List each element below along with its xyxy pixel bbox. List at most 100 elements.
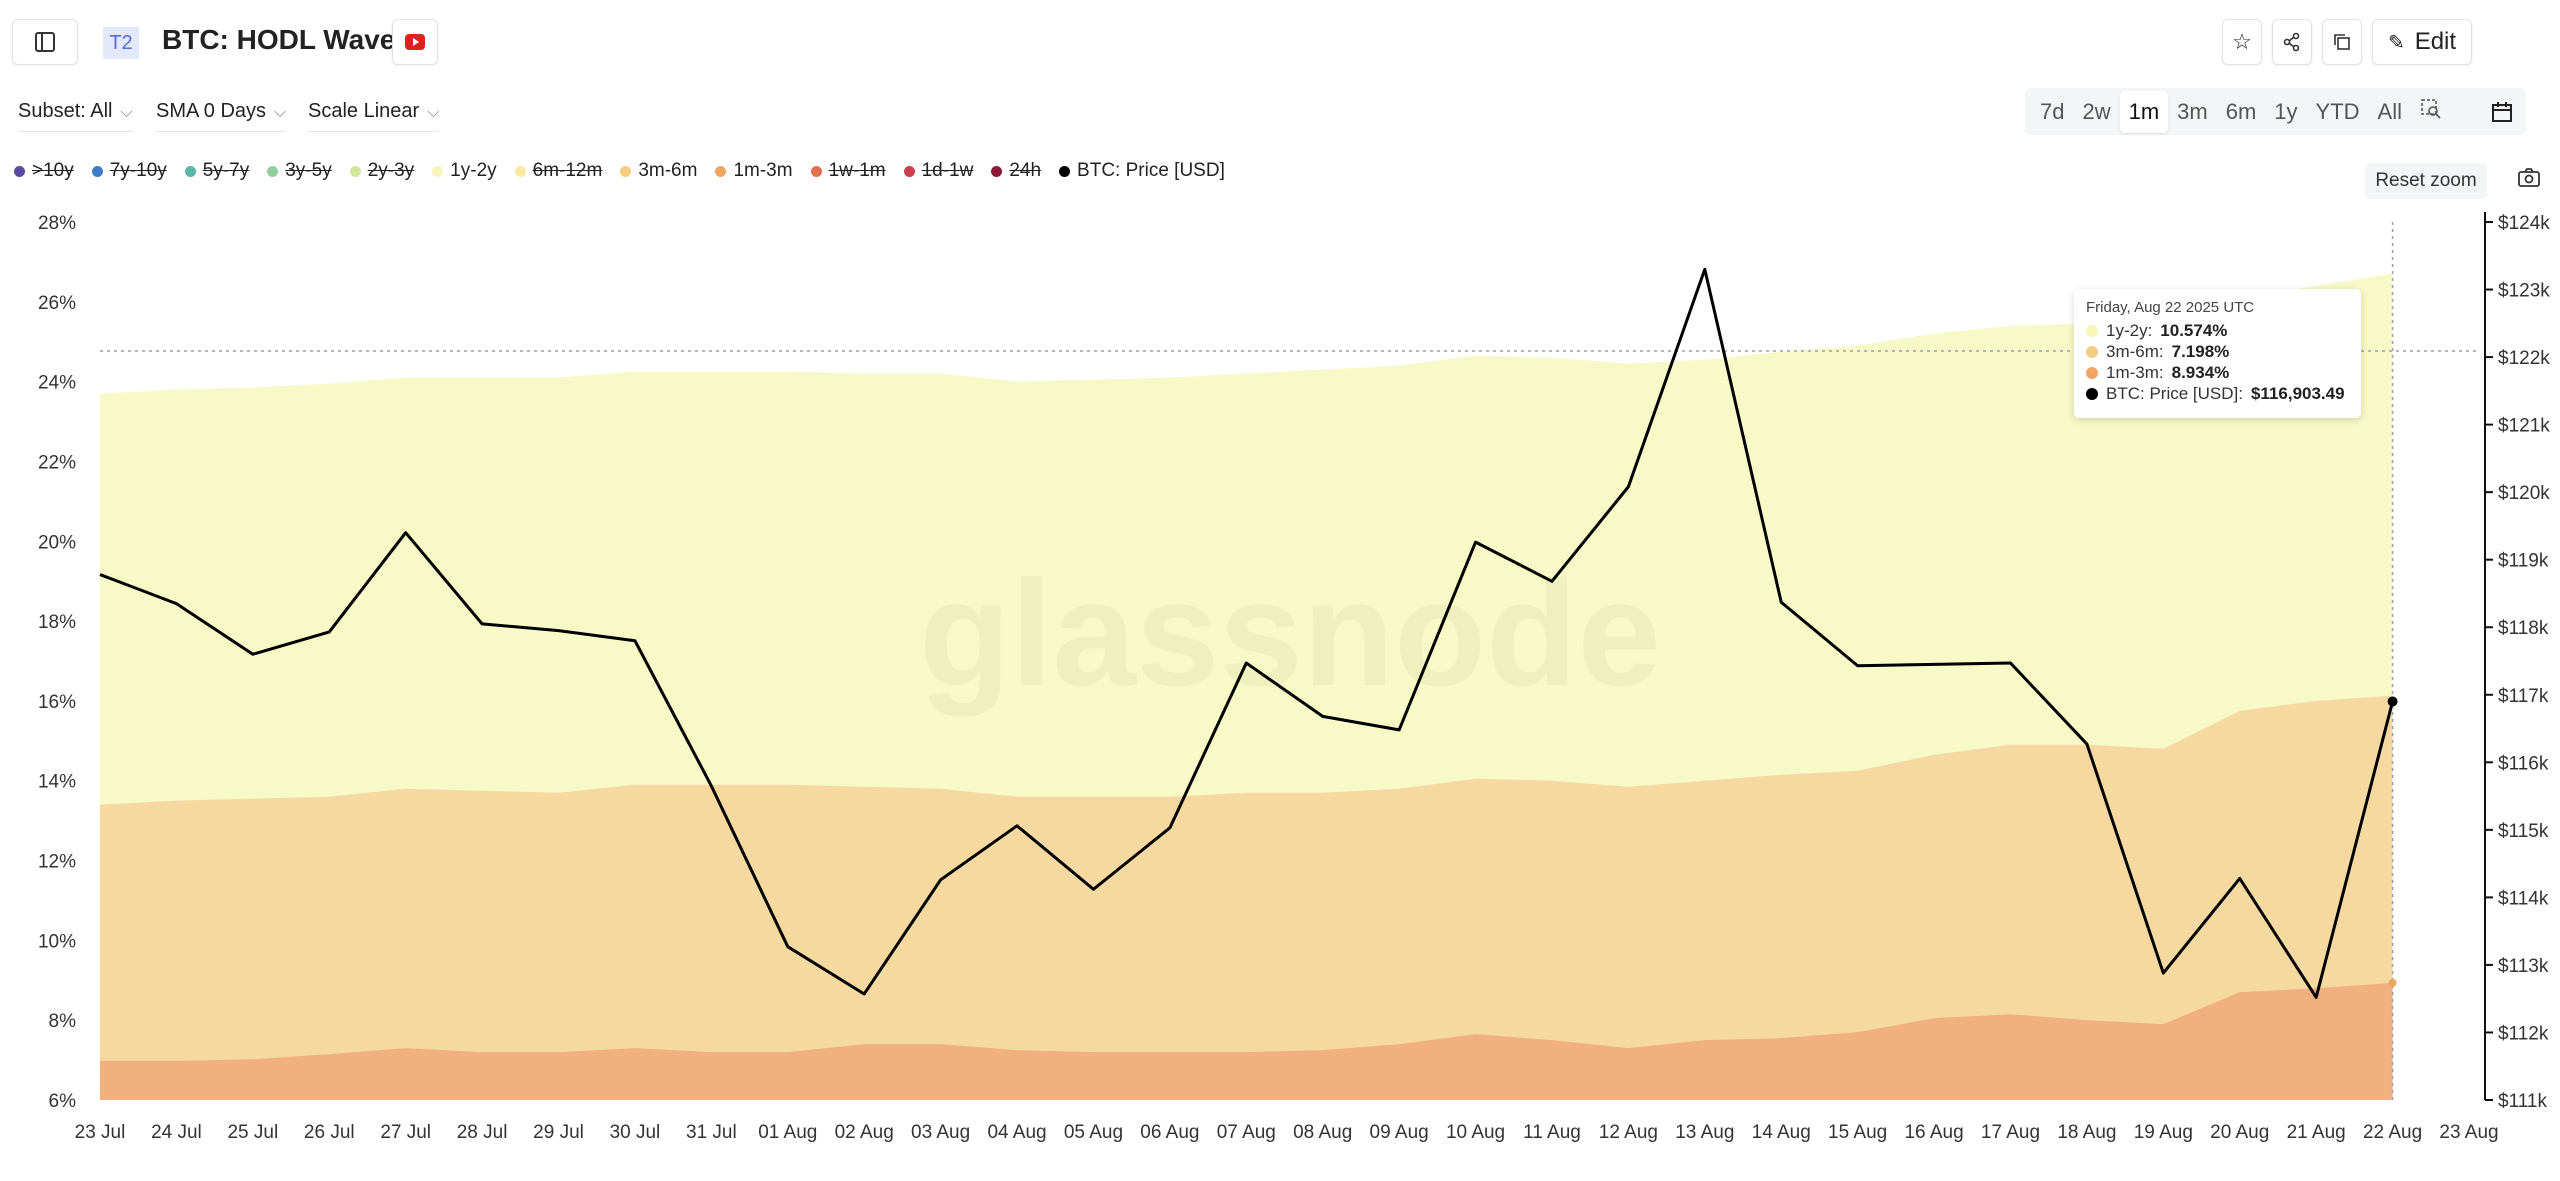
y-tick-right: $122k (2498, 348, 2550, 369)
screenshot-button[interactable] (2518, 168, 2540, 193)
legend-dot-icon (810, 165, 822, 177)
legend-item[interactable]: BTC: Price [USD] (1059, 160, 1225, 182)
legend-label: 3m-6m (638, 160, 698, 181)
series-dot-icon (2086, 324, 2098, 337)
x-tick: 05 Aug (1064, 1122, 1123, 1143)
legend-dot-icon (715, 165, 727, 177)
tooltip-value: 10.574% (2160, 321, 2228, 340)
tooltip-value: $116,903.49 (2250, 384, 2345, 403)
x-tick: 15 Aug (1828, 1122, 1887, 1143)
sma-dropdown[interactable]: SMA 0 Days ⌵ (156, 100, 287, 132)
y-tick-right: $121k (2498, 416, 2550, 437)
range-3m[interactable]: 3m (2177, 98, 2208, 124)
chart-tooltip: Friday, Aug 22 2025 UTC 1y-2y: 10.574% 3m… (2074, 289, 2361, 418)
x-tick: 21 Aug (2287, 1122, 2346, 1143)
legend-item[interactable]: 5y-7y (184, 160, 250, 182)
legend-item[interactable]: 24h (991, 160, 1041, 182)
legend-item[interactable]: 6m-12m (514, 160, 603, 182)
tooltip-label: 3m-6m: (2106, 342, 2164, 361)
legend-item[interactable]: 1m-3m (715, 160, 793, 182)
x-tick: 31 Jul (686, 1122, 737, 1143)
legend-item[interactable]: 1d-1w (903, 160, 973, 182)
zoom-select-icon[interactable] (2411, 90, 2451, 134)
tooltip-label: 1m-3m: (2106, 363, 2164, 382)
y-tick-right: $124k (2498, 213, 2550, 234)
duplicate-button[interactable] (2322, 19, 2362, 65)
legend-item[interactable]: 7y-10y (91, 160, 167, 182)
x-tick: 26 Jul (304, 1122, 355, 1143)
x-tick: 11 Aug (1523, 1122, 1581, 1143)
chevron-down-icon: ⌵ (120, 104, 133, 121)
x-tick: 09 Aug (1370, 1122, 1429, 1143)
y-tick-right: $123k (2498, 281, 2550, 302)
x-tick: 07 Aug (1217, 1122, 1276, 1143)
x-tick: 22 Aug (2363, 1122, 2422, 1143)
x-tick: 24 Jul (151, 1122, 202, 1143)
scale-dropdown[interactable]: Scale Linear ⌵ (308, 100, 440, 132)
reset-zoom-button[interactable]: Reset zoom (2365, 163, 2487, 199)
range-1m[interactable]: 1m (2119, 90, 2169, 133)
legend-dot-icon (903, 165, 915, 177)
x-tick: 04 Aug (987, 1122, 1046, 1143)
x-tick: 16 Aug (1904, 1122, 1963, 1143)
y-tick-left: 26% (38, 293, 76, 314)
y-tick-right: $111k (2498, 1091, 2547, 1112)
y-tick-right: $118k (2498, 618, 2549, 639)
legend-item[interactable]: 2y-3y (349, 160, 415, 182)
legend-item[interactable]: 3m-6m (620, 160, 697, 182)
tooltip-row: BTC: Price [USD]: $116,903.49 (2086, 383, 2349, 404)
youtube-button[interactable] (392, 19, 438, 65)
legend-dot-icon (91, 165, 103, 177)
range-1y[interactable]: 1y (2274, 98, 2298, 124)
subset-dropdown[interactable]: Subset: All ⌵ (18, 100, 133, 132)
range-ytd[interactable]: YTD (2315, 98, 2360, 124)
range-2w[interactable]: 2w (2082, 98, 2111, 124)
legend-dot-icon (620, 165, 632, 177)
tooltip-row: 1m-3m: 8.934% (2086, 362, 2349, 383)
legend-label: 24h (1009, 160, 1042, 181)
y-tick-left: 28% (38, 213, 76, 234)
favorite-button[interactable]: ☆ (2222, 19, 2262, 65)
x-tick: 01 Aug (758, 1122, 817, 1143)
y-tick-left: 6% (49, 1091, 77, 1112)
legend-label: 2y-3y (367, 160, 415, 181)
x-tick: 14 Aug (1752, 1122, 1811, 1143)
range-all[interactable]: All (2377, 98, 2402, 124)
area-1m-3m (100, 982, 2393, 1100)
x-tick: 28 Jul (457, 1122, 508, 1143)
y-tick-left: 22% (38, 452, 76, 473)
chevron-down-icon: ⌵ (274, 104, 287, 121)
legend-label: 1m-3m (733, 160, 793, 181)
y-tick-right: $117k (2498, 686, 2549, 707)
legend-label: 5y-7y (202, 160, 250, 181)
y-tick-right: $119k (2498, 551, 2549, 572)
range-7d[interactable]: 7d (2040, 98, 2065, 124)
y-tick-left: 12% (38, 852, 76, 873)
y-tick-left: 10% (38, 931, 76, 952)
y-tick-left: 16% (38, 692, 76, 713)
price-marker (2387, 696, 2398, 707)
legend-item[interactable]: 3y-5y (267, 160, 332, 182)
legend-dot-icon (349, 165, 361, 177)
legend-label: 6m-12m (532, 160, 603, 181)
legend-item[interactable]: >10y (14, 160, 74, 182)
scale-label: Scale Linear (308, 100, 420, 122)
tooltip-value: 7.198% (2171, 342, 2230, 361)
x-tick: 08 Aug (1293, 1122, 1352, 1143)
calendar-button[interactable] (2478, 88, 2526, 135)
edit-button[interactable]: ✎ Edit (2372, 19, 2472, 65)
share-button[interactable] (2272, 19, 2312, 65)
legend-dot-icon (184, 165, 196, 177)
legend-item[interactable]: 1w-1m (810, 160, 886, 182)
range-6m[interactable]: 6m (2225, 98, 2257, 124)
legend-label: 1w-1m (828, 160, 886, 181)
y-tick-right: $120k (2498, 483, 2550, 504)
y-tick-right: $114k (2498, 888, 2549, 909)
tooltip-date: Friday, Aug 22 2025 UTC (2086, 299, 2255, 316)
legend-item[interactable]: 1y-2y (432, 160, 497, 182)
price-line (99, 267, 2395, 999)
marker-1m-3m (2388, 978, 2397, 987)
sidebar-toggle-button[interactable] (12, 19, 78, 65)
legend-label: BTC: Price [USD] (1077, 160, 1225, 181)
